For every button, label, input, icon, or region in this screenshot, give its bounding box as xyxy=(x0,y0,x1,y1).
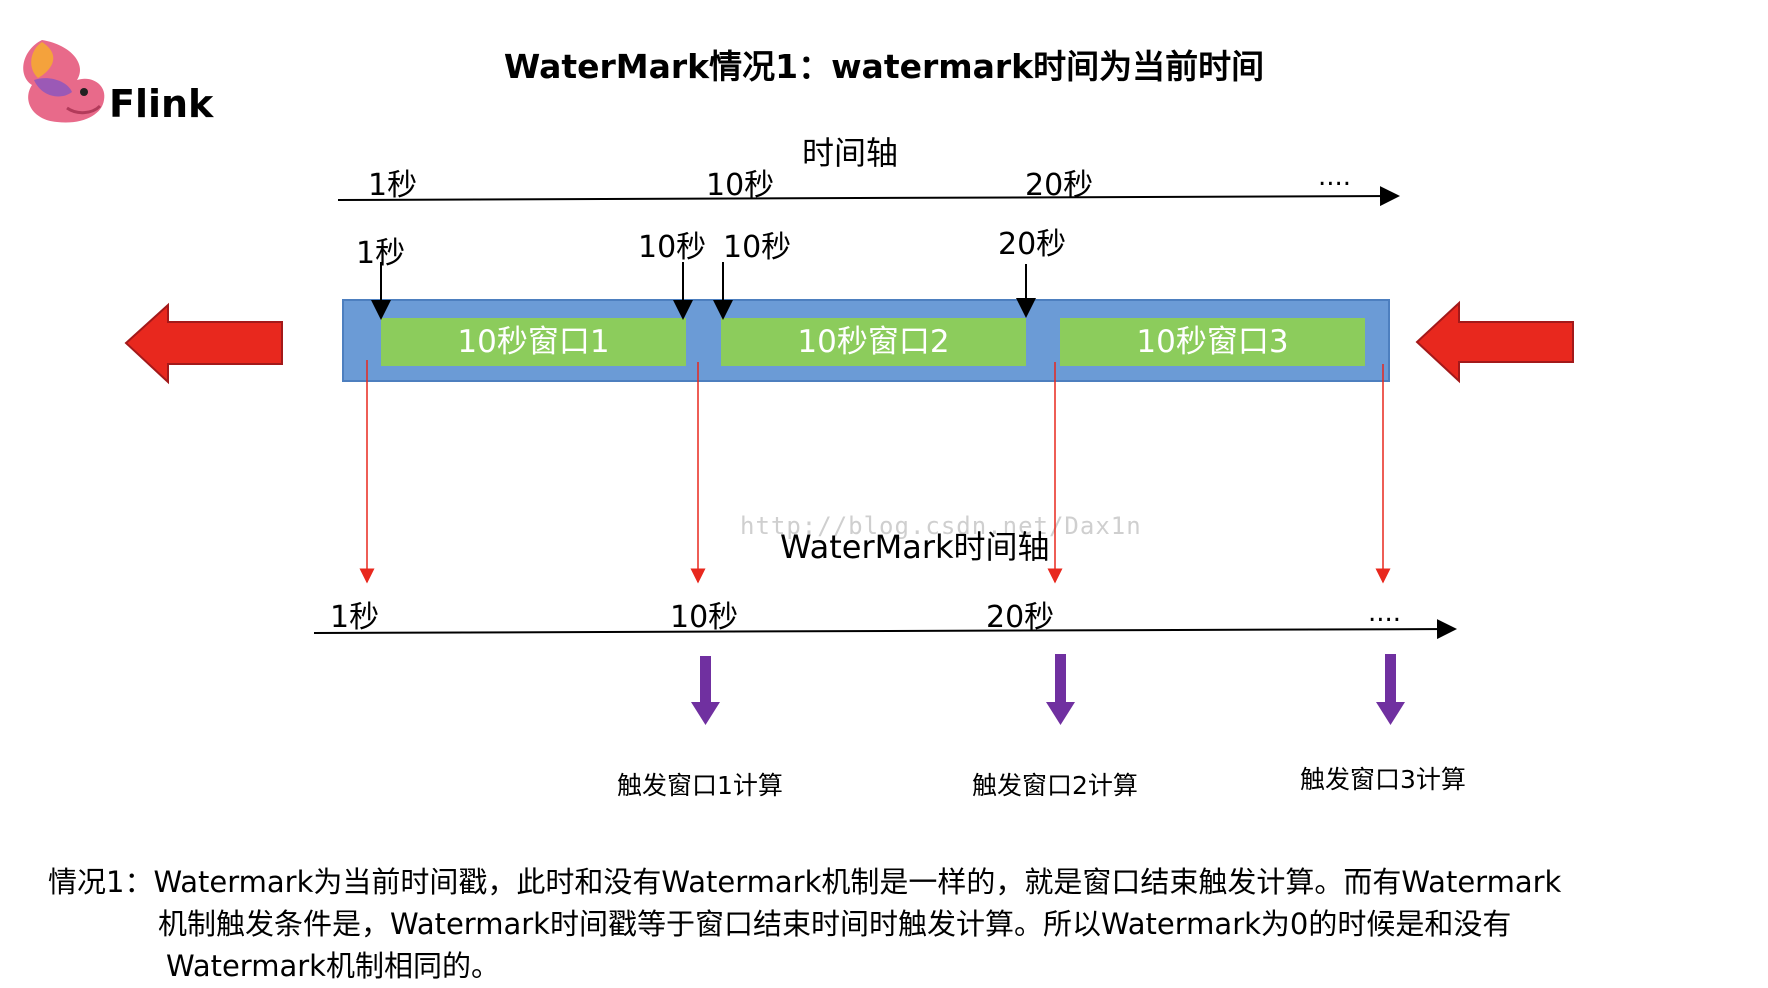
window-2: 10秒窗口2 xyxy=(721,318,1026,366)
description-line: 情况1：Watermark为当前时间戳，此时和没有Watermark机制是一样的… xyxy=(48,865,1562,899)
trigger-label-2: 触发窗口2计算 xyxy=(972,771,1138,800)
event-axis-tick: 10秒 xyxy=(706,168,775,203)
event-axis-line xyxy=(337,186,1400,207)
big-left-arrow-icon xyxy=(1415,300,1574,384)
event-marker-label: 10秒 xyxy=(638,230,707,265)
trigger-arrow-icon xyxy=(1376,654,1405,725)
description-line: 机制触发条件是，Watermark时间戳等于窗口结束时间时触发计算。所以Wate… xyxy=(158,907,1512,941)
watermark-axis-tick: .... xyxy=(1368,598,1402,628)
watermark-axis-line xyxy=(313,619,1457,640)
watermark-axis-tick: 20秒 xyxy=(986,600,1055,635)
flink-logo: Flink xyxy=(12,30,213,130)
watermark-axis-label: WaterMark时间轴 xyxy=(780,528,1050,566)
watermark-text: http://blog.csdn.net/Dax1n xyxy=(740,512,1142,540)
watermark-axis-tick: 10秒 xyxy=(670,600,739,635)
trigger-arrow-icon xyxy=(1046,654,1075,725)
logo-text: Flink xyxy=(109,82,214,126)
watermark-axis-tick: 1秒 xyxy=(330,600,380,635)
event-axis-tick: 1秒 xyxy=(368,168,418,203)
event-axis-label: 时间轴 xyxy=(802,134,899,172)
event-marker-label: 20秒 xyxy=(998,227,1067,262)
window-1: 10秒窗口1 xyxy=(381,318,686,366)
trigger-arrow-icon xyxy=(691,656,720,725)
event-marker-label: 10秒 xyxy=(723,230,792,265)
page-title: WaterMark情况1：watermark时间为当前时间 xyxy=(503,47,1265,86)
trigger-label-1: 触发窗口1计算 xyxy=(617,771,783,800)
event-axis-tick: .... xyxy=(1318,162,1352,192)
window-3: 10秒窗口3 xyxy=(1060,318,1365,366)
squirrel-icon xyxy=(23,40,105,123)
description-line: Watermark机制相同的。 xyxy=(166,949,500,983)
trigger-label-3: 触发窗口3计算 xyxy=(1300,765,1466,794)
big-left-arrow-icon xyxy=(124,302,283,385)
